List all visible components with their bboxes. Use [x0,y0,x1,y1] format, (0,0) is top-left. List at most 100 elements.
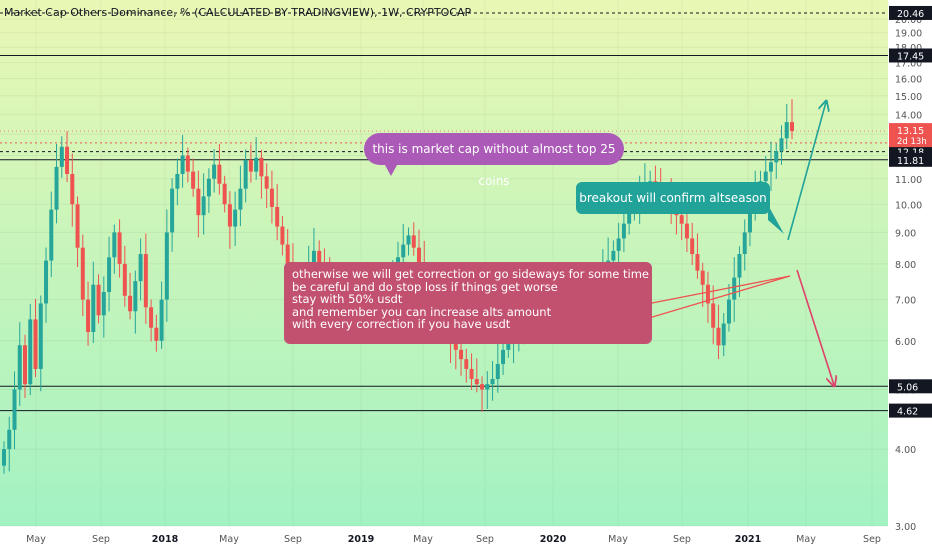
candle-body [695,254,700,271]
candle-body [122,263,127,296]
red-note-line: be careful and do stop loss if things ge… [292,279,558,294]
candle-body [684,223,689,239]
trend-lines [385,102,834,385]
candle-body [238,188,243,210]
candle-body [411,235,416,248]
candle-body [784,122,789,139]
candle-body [768,162,773,172]
price-axis-background [888,0,932,550]
time-tick-label: May [608,534,628,545]
candle-body [459,349,464,360]
price-axis[interactable]: 3.004.005.006.007.008.009.0010.0011.0012… [889,5,932,533]
price-tick-label: 11.00 [895,175,922,186]
candle-body [763,171,768,182]
level-price-tag [889,5,932,20]
candle-body [96,284,101,316]
candle-body [453,340,458,350]
red-note-line: with every correction if you have usdt [292,317,511,332]
candle-body [705,284,710,304]
candle-body [254,157,259,172]
candle-body [264,176,269,189]
candle-body [611,250,616,261]
candle-body [285,244,290,264]
candle-body [621,223,626,239]
time-tick-label: 2021 [735,534,761,545]
price-tick-label: 14.00 [895,110,922,121]
candle-body [280,226,285,245]
current-price-tag [889,123,932,148]
candle-body [175,173,180,189]
candle-body [222,183,227,205]
candle-body [191,171,196,189]
time-tick-label: Sep [92,534,110,545]
candle-body [91,284,96,333]
candle-body [275,206,280,227]
time-tick-label: May [26,534,46,545]
candle-body [227,204,232,227]
teal-note-text: breakout will confirm altseason [579,191,767,205]
red-note-line: otherwise we will get correction or go s… [292,267,650,281]
time-tick-label: 2018 [152,534,179,545]
countdown-label: 2d 13h [897,137,927,147]
teal-callout-pointer [768,205,784,234]
candle-body [774,151,779,163]
price-tick-label: 15.00 [895,92,922,103]
candle-body [217,164,222,184]
candle-body [170,188,175,233]
level-price-tag [889,48,932,63]
candle-body [501,349,506,365]
price-tick-label: 4.00 [895,445,916,456]
red-note-callout: otherwise we will get correction or go s… [284,262,652,344]
price-tick-label: 9.00 [895,228,916,239]
candle-body [469,368,474,380]
chart-title: Market Cap Others Dominance, % (CALCULAT… [4,6,472,19]
price-tick-label: 7.00 [895,296,916,307]
level-price-label: 17.45 [897,51,924,62]
time-tick-label: Sep [476,534,494,545]
current-price-label: 13.15 [897,126,924,137]
level-price-label: 20.46 [897,9,924,20]
price-tick-label: 3.00 [895,522,916,533]
candle-body [159,299,164,341]
candle-body [417,247,422,264]
candle-body [2,449,6,466]
time-tick-label: 2019 [348,534,374,545]
red-note-line: and remember you can increase alts amoun… [292,304,552,319]
time-axis-background [0,526,888,550]
candle-body [28,319,33,385]
candle-body [721,323,726,346]
price-tick-label: 19.00 [895,29,922,40]
time-tick-label: Sep [673,534,691,545]
time-axis[interactable]: May Sep 2018 May Sep 2019 May Sep 2020 May Sep 2021… [26,534,881,545]
candle-body [75,204,80,248]
candle-body [480,384,485,390]
level-price-tag [889,152,932,167]
candle-body [311,250,316,264]
candle-body [485,384,490,390]
candle-body [138,254,143,282]
time-tick-label: May [219,534,239,545]
time-tick-label: May [796,534,816,545]
candle-body [33,319,38,369]
candle-body [196,188,201,216]
pointer-line [648,275,791,319]
candle-body [128,295,133,312]
candle-body [17,345,22,390]
candle-body [59,146,64,167]
candle-body [716,327,721,346]
candle-body [154,327,159,341]
candle-body [742,232,747,255]
candle-body [206,178,211,197]
level-price-label: 11.81 [897,156,924,167]
candle-body [65,146,70,174]
red-note-line: stay with 50% usdt [292,292,403,307]
candle-body [86,299,91,333]
level-price-tag [889,403,932,418]
candle-body [679,215,684,224]
candle-body [317,250,322,264]
candle-body [107,257,112,293]
candle-body [49,209,54,261]
candle-body [259,157,264,177]
candle-body [779,138,784,152]
